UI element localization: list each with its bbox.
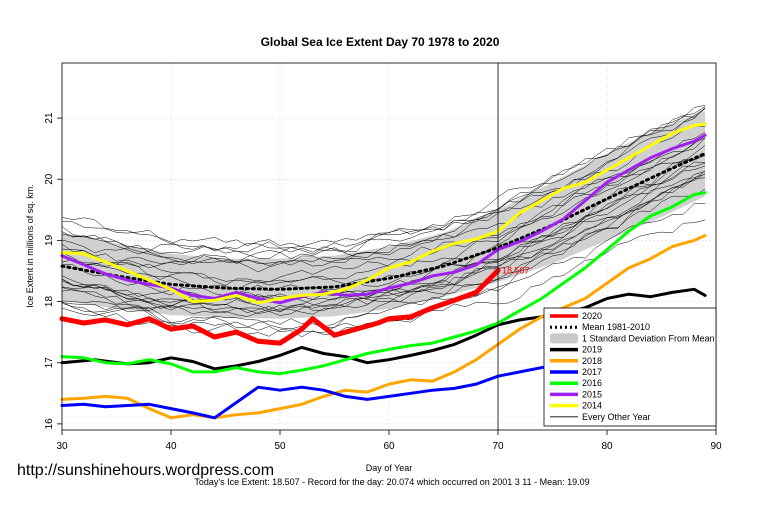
legend-label: 2014 [582,401,602,411]
series-line-2018 [60,234,707,420]
other-year-line [61,108,706,269]
legend-label: 2019 [582,345,602,355]
legend-swatch [550,333,578,344]
legend-item: 1 Standard Deviation From Mean [550,333,715,344]
other-year-line [61,108,706,253]
legend-label: 2016 [582,378,602,388]
other-year-line [61,145,706,286]
other-year-line [61,106,706,255]
y-tick-label: 20 [44,173,55,185]
x-tick-label: 50 [274,441,286,452]
legend-item: 2014 [550,401,602,411]
y-tick-label: 16 [44,418,55,430]
other-year-line [61,155,706,315]
other-year-line [61,133,706,273]
x-axis-label: Day of Year [366,463,413,473]
chart-title: Global Sea Ice Extent Day 70 1978 to 202… [261,35,500,49]
x-tick-label: 40 [165,441,177,452]
current-value-label: 18.507 [502,266,530,276]
legend-item: 2019 [550,345,602,355]
other-year-line [61,153,706,296]
y-tick-label: 18 [44,296,55,308]
x-tick-label: 80 [601,441,613,452]
y-tick-label: 17 [44,357,55,369]
mean-1981-2010-line [60,152,707,291]
other-year-line [61,126,706,253]
legend-item: 2017 [550,367,602,377]
legend-label: 2017 [582,367,602,377]
legend-item: 2020 [550,311,602,321]
x-tick-label: 30 [56,441,68,452]
legend-label: 2020 [582,311,602,321]
other-year-line [61,188,706,310]
legend-item: Every Other Year [550,412,651,422]
series-line-2020 [59,268,501,346]
series-line-2014 [60,122,707,305]
legend-label: 2018 [582,356,602,366]
other-year-line [61,177,706,317]
legend-item: 2018 [550,356,602,366]
x-axis: 30 40 50 60 70 80 90 [56,430,722,452]
series-line-2019 [60,287,707,371]
legend-label: Every Other Year [582,412,651,422]
y-tick-label: 21 [44,112,55,124]
other-year-line [61,138,706,263]
footer-text: Today's Ice Extent: 18.507 - Record for … [194,477,589,487]
other-year-line [61,173,706,307]
plot-area: 18.507 [59,62,717,431]
legend-item: 2016 [550,378,602,388]
legend-label: 1 Standard Deviation From Mean [582,333,715,343]
std-deviation-band [62,110,706,319]
y-axis-label: Ice Extent in millions of sq. km. [25,184,35,308]
legend-label: 2015 [582,389,602,399]
y-axis: 16 17 18 19 20 21 [44,112,62,429]
legend-label: Mean 1981-2010 [582,322,650,332]
x-tick-label: 60 [383,441,395,452]
other-year-line [61,173,706,328]
other-year-line [61,105,706,259]
other-year-line [61,107,706,267]
watermark-url: http://sunshinehours.wordpress.com [17,462,274,479]
x-tick-label: 70 [492,441,504,452]
legend-item: 2015 [550,389,602,399]
other-year-line [61,131,706,296]
series-line-2016 [60,191,707,376]
other-year-line [61,170,706,316]
x-tick-label: 90 [710,441,722,452]
y-tick-label: 19 [44,234,55,246]
legend-item: Mean 1981-2010 [550,322,650,332]
